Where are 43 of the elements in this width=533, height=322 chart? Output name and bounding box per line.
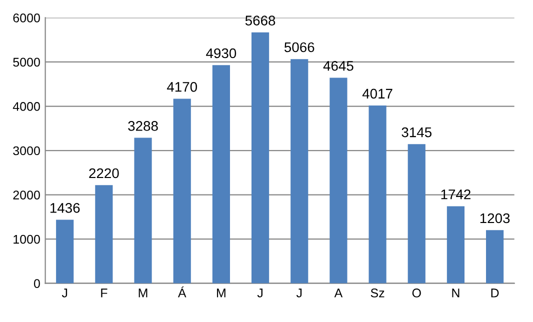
data-label: 1742 xyxy=(441,189,470,200)
x-tick-label: O xyxy=(412,288,421,298)
y-tick-label: 1000 xyxy=(14,234,40,244)
data-label: 1203 xyxy=(480,213,510,224)
data-label: 3145 xyxy=(402,127,432,138)
x-tick-label: J xyxy=(296,288,302,298)
data-label: 5668 xyxy=(245,16,276,26)
y-tick-label: 6000 xyxy=(13,14,40,22)
bar xyxy=(212,65,230,284)
bar xyxy=(173,98,191,284)
y-tick-label: 2000 xyxy=(13,190,40,200)
x-tick-label: Á xyxy=(178,286,186,298)
data-label: 4930 xyxy=(206,48,236,58)
data-label: 5066 xyxy=(284,42,314,52)
x-tick-label: F xyxy=(101,288,108,298)
bar xyxy=(446,206,465,284)
bar xyxy=(95,185,113,284)
data-label: 1436 xyxy=(50,203,80,213)
bar xyxy=(486,230,504,284)
data-label: 2220 xyxy=(89,168,119,178)
data-label: 4017 xyxy=(362,88,392,99)
bar xyxy=(408,144,426,284)
bar xyxy=(290,59,308,284)
x-tick-label: Sz xyxy=(370,288,384,298)
bar xyxy=(56,220,74,284)
x-tick-label: A xyxy=(334,288,343,298)
bar xyxy=(368,106,386,284)
y-tick-label: 5000 xyxy=(13,58,40,67)
x-tick-label: J xyxy=(62,288,68,298)
x-tick-label: D xyxy=(491,288,499,298)
y-tick-label: 3000 xyxy=(13,146,40,156)
y-tick-label: 4000 xyxy=(12,102,40,111)
data-label: 4170 xyxy=(166,82,198,92)
x-tick-label: M xyxy=(138,288,148,298)
data-label: 4645 xyxy=(323,60,354,71)
bar xyxy=(251,32,270,284)
bar xyxy=(330,78,348,284)
x-tick-label: N xyxy=(452,288,460,298)
y-tick-label: 0 xyxy=(34,279,40,288)
data-label: 3288 xyxy=(128,121,158,131)
x-tick-label: M xyxy=(217,288,226,298)
bar xyxy=(134,138,152,284)
x-tick-label: J xyxy=(257,288,262,298)
